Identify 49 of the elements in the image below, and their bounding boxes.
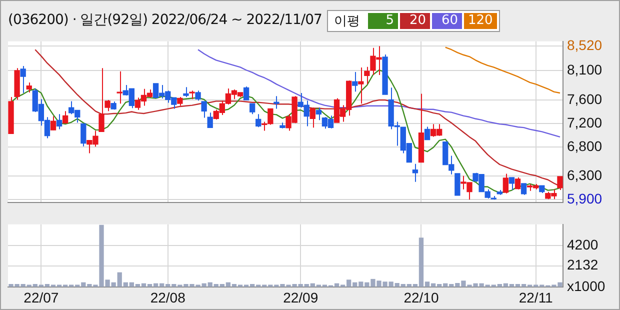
candlestick xyxy=(274,96,280,110)
candlestick xyxy=(207,112,213,128)
y-tick-label: 7,200 xyxy=(567,114,602,130)
text: 5 xyxy=(368,13,398,29)
y-tick-label: 2132 xyxy=(567,256,598,273)
text: 60 xyxy=(432,13,462,29)
x-tick-label: 22/08 xyxy=(150,289,186,306)
x-tick-label: 22/10 xyxy=(404,289,439,306)
candlestick xyxy=(116,70,122,104)
y-tick-label: 5,900 xyxy=(567,190,602,207)
legend-title: 이평 xyxy=(334,13,360,30)
candlestick xyxy=(50,116,56,131)
candlestick xyxy=(256,114,262,128)
candlestick xyxy=(454,173,460,196)
candlestick xyxy=(508,176,515,191)
candlestick xyxy=(358,66,364,104)
y-tick-label: 4200 xyxy=(567,236,598,252)
candlestick xyxy=(62,110,68,124)
y-tick-label: 8,520 xyxy=(567,36,602,53)
candlestick xyxy=(364,66,370,85)
candlestick xyxy=(56,114,62,130)
y-tick-label: 6,300 xyxy=(567,167,602,184)
candlestick xyxy=(412,163,418,182)
candlestick xyxy=(520,182,527,196)
chart-title: (036200) · 일간(92일) 2022/06/24 ~ 2022/11/07 xyxy=(8,11,322,29)
candlestick xyxy=(183,86,189,98)
candlestick xyxy=(352,72,358,92)
candlestick xyxy=(557,176,563,191)
candlestick xyxy=(514,176,521,190)
y-tick-label: 8,100 xyxy=(567,62,602,78)
y-tick-label: 7,600 xyxy=(567,90,602,107)
candlestick xyxy=(201,100,207,118)
candlestick xyxy=(502,173,509,194)
text: 20 xyxy=(400,13,430,29)
text: 120 xyxy=(464,13,497,29)
y-tick-label: 6,800 xyxy=(567,138,602,154)
candlestick xyxy=(80,123,86,147)
candlestick xyxy=(249,103,256,115)
y-tick-label: x1000 xyxy=(567,278,606,294)
x-tick-label: 22/07 xyxy=(24,289,59,306)
candlestick xyxy=(26,82,32,93)
candlestick xyxy=(195,90,201,102)
candlestick xyxy=(310,107,316,128)
candlestick xyxy=(20,65,26,94)
x-tick-label: 22/09 xyxy=(283,289,318,306)
candlestick xyxy=(424,126,430,140)
candlestick xyxy=(243,86,250,101)
candlestick xyxy=(316,107,322,121)
x-tick-label: 22/11 xyxy=(518,289,554,306)
